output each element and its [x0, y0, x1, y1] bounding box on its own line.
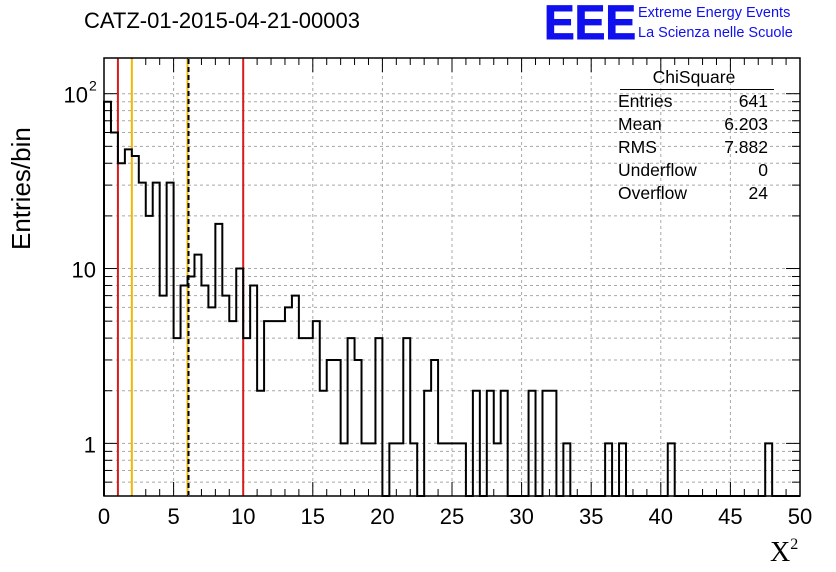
x-tick-label: 10: [231, 504, 255, 529]
x-axis-label: X2: [770, 536, 798, 569]
x-tick-label: 0: [98, 504, 110, 529]
y-tick-label: 1: [84, 432, 96, 457]
logo-line-2: La Scienza nelle Scuole: [638, 25, 793, 41]
x-tick-label: 30: [509, 504, 533, 529]
stats-label: Overflow: [618, 183, 688, 203]
x-tick-label: 40: [649, 504, 673, 529]
stats-row-overflow: Overflow 24: [612, 182, 776, 205]
x-axis-label-base: X: [770, 537, 791, 568]
stats-row-entries: Entries 641: [612, 90, 776, 113]
y-tick-label-exponent: 2: [89, 78, 97, 94]
stats-value: 641: [738, 91, 768, 111]
stats-value: 0: [758, 160, 768, 180]
stats-title: ChiSquare: [652, 67, 736, 87]
stats-row-rms: RMS 7.882: [612, 136, 776, 159]
x-tick-label: 5: [167, 504, 179, 529]
plot-frame: [103, 57, 801, 497]
x-tick-label: 35: [579, 504, 603, 529]
x-tick-label: 20: [370, 504, 394, 529]
y-tick-label: 10: [72, 258, 96, 283]
stats-value: 24: [748, 183, 768, 203]
stats-row-mean: Mean 6.203: [612, 113, 776, 136]
logo-line-1: Extreme Energy Events: [638, 5, 791, 21]
stats-value: 6.203: [724, 114, 768, 134]
x-axis-label-superscript: 2: [790, 536, 799, 553]
stats-row-underflow: Underflow 0: [612, 159, 776, 182]
stats-label: RMS: [618, 137, 657, 157]
x-tick-label: 45: [718, 504, 742, 529]
grid-lines: [104, 58, 800, 496]
stats-value: 7.882: [724, 137, 768, 157]
logo-mark: EEE: [544, 0, 636, 44]
y-tick-label: 10: [64, 83, 88, 108]
x-tick-label: 25: [440, 504, 464, 529]
stats-label: Mean: [618, 114, 662, 134]
x-tick-label: 15: [301, 504, 325, 529]
stats-box: ChiSquare Entries 641 Mean 6.203 RMS 7.882 …: [612, 66, 776, 205]
eee-logo: EEE: [544, 0, 637, 44]
logo-caption: Extreme Energy Events La Scienza nelle S…: [638, 3, 793, 43]
stats-divider: [620, 89, 774, 90]
stats-label: Entries: [618, 91, 673, 111]
chart-title: CATZ-01-2015-04-21-00003: [84, 8, 360, 33]
x-tick-labels: 0 5 10 15 20 25 30 35 40 45 50: [98, 504, 812, 529]
x-tick-label: 50: [788, 504, 812, 529]
stats-label: Underflow: [618, 160, 697, 180]
y-axis-label: Entries/bin: [6, 127, 36, 250]
